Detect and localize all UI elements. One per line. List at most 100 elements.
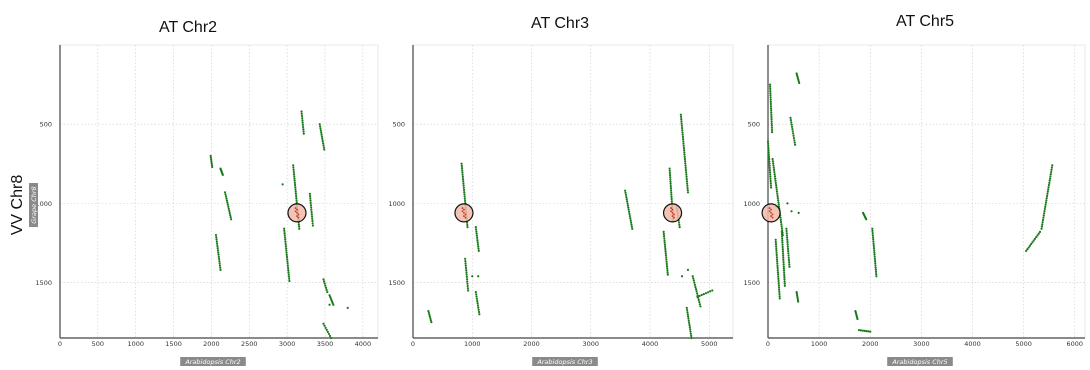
data-point bbox=[300, 110, 303, 113]
data-point bbox=[475, 293, 478, 296]
data-point bbox=[684, 162, 687, 165]
data-point bbox=[223, 191, 227, 194]
data-point bbox=[1041, 218, 1045, 222]
data-point bbox=[1030, 242, 1033, 246]
data-point bbox=[310, 208, 313, 211]
data-point bbox=[477, 310, 481, 314]
data-point bbox=[665, 262, 668, 266]
dotplot-panel-chr5: 0 1000 2000 3000 4000 5000 6000 500 1000 1500 Arab… bbox=[743, 44, 1086, 366]
data-point bbox=[626, 202, 629, 205]
data-point bbox=[787, 258, 791, 262]
data-point bbox=[775, 258, 779, 261]
data-point bbox=[769, 85, 772, 88]
data-point bbox=[670, 193, 673, 196]
panel-title-chr3: AT Chr3 bbox=[531, 15, 589, 32]
x-tick-label: 2500 bbox=[241, 340, 258, 348]
y-axis-label: Grape Chr8 bbox=[30, 186, 38, 223]
data-point bbox=[768, 164, 771, 167]
data-point bbox=[1040, 225, 1044, 228]
data-point bbox=[1043, 210, 1046, 213]
data-point bbox=[225, 197, 228, 200]
data-point bbox=[772, 168, 776, 171]
data-point bbox=[1049, 173, 1052, 176]
data-point bbox=[226, 201, 229, 204]
data-point bbox=[1041, 223, 1044, 226]
y-tick-label: 500 bbox=[393, 121, 405, 129]
data-point bbox=[685, 177, 688, 181]
data-point bbox=[320, 135, 324, 138]
data-point bbox=[323, 282, 326, 285]
data-point bbox=[217, 251, 220, 254]
highlight-point bbox=[461, 210, 464, 213]
data-point bbox=[790, 121, 793, 124]
data-point bbox=[787, 249, 790, 253]
data-point bbox=[665, 260, 668, 263]
data-point bbox=[321, 139, 324, 143]
data-point bbox=[624, 191, 627, 194]
data-point bbox=[329, 336, 333, 340]
data-point bbox=[767, 144, 770, 148]
data-point bbox=[1027, 246, 1030, 249]
data-point bbox=[429, 317, 432, 320]
data-point bbox=[693, 283, 697, 286]
data-point bbox=[285, 249, 288, 252]
data-point bbox=[1032, 239, 1035, 242]
data-point bbox=[783, 284, 786, 287]
data-point bbox=[295, 194, 298, 198]
x-tick-label: 0 bbox=[411, 340, 415, 348]
y-tick-label: 1500 bbox=[743, 279, 760, 287]
data-point bbox=[664, 247, 667, 251]
data-point bbox=[662, 230, 665, 233]
data-point bbox=[769, 184, 773, 187]
data-point bbox=[211, 165, 214, 169]
data-point bbox=[785, 227, 788, 230]
data-point bbox=[666, 271, 669, 274]
y-axis-label-group: Grape Chr8 bbox=[29, 183, 38, 227]
data-point bbox=[789, 116, 792, 119]
data-point bbox=[683, 149, 686, 152]
data-point bbox=[688, 326, 691, 329]
data-point bbox=[327, 332, 330, 336]
x-tick-label: 4000 bbox=[642, 340, 659, 348]
x-axis-label-box bbox=[532, 357, 598, 366]
data-point bbox=[1045, 197, 1048, 200]
data-point bbox=[309, 204, 313, 207]
data-point bbox=[779, 218, 782, 221]
data-point bbox=[783, 276, 786, 279]
data-point bbox=[777, 282, 780, 285]
data-point bbox=[228, 211, 231, 215]
data-point bbox=[775, 190, 779, 193]
data-point bbox=[778, 295, 781, 298]
data-point bbox=[775, 251, 778, 254]
data-point bbox=[665, 265, 669, 268]
data-point bbox=[1050, 170, 1053, 174]
data-point bbox=[770, 122, 773, 125]
data-point bbox=[471, 275, 474, 278]
data-point bbox=[462, 180, 465, 183]
data-point bbox=[871, 231, 874, 235]
data-point bbox=[218, 260, 221, 263]
data-point bbox=[281, 183, 284, 186]
row-label: VV Chr8 bbox=[9, 175, 26, 236]
data-point bbox=[476, 241, 479, 244]
data-point bbox=[217, 257, 221, 261]
data-point bbox=[321, 137, 324, 141]
data-point bbox=[869, 330, 872, 333]
data-point bbox=[328, 334, 332, 338]
data-point bbox=[873, 253, 876, 256]
data-point bbox=[663, 241, 666, 244]
data-point bbox=[778, 297, 781, 300]
data-point bbox=[630, 223, 633, 226]
data-point bbox=[318, 125, 322, 128]
data-point bbox=[320, 131, 323, 134]
data-point bbox=[686, 186, 689, 189]
data-point bbox=[463, 197, 466, 200]
data-point bbox=[692, 277, 695, 280]
data-point bbox=[227, 207, 230, 210]
data-point bbox=[768, 171, 772, 174]
data-point bbox=[210, 162, 213, 165]
data-point bbox=[786, 241, 789, 244]
y-tick-label: 1500 bbox=[388, 279, 405, 287]
data-point bbox=[711, 289, 714, 292]
data-point bbox=[782, 269, 786, 272]
